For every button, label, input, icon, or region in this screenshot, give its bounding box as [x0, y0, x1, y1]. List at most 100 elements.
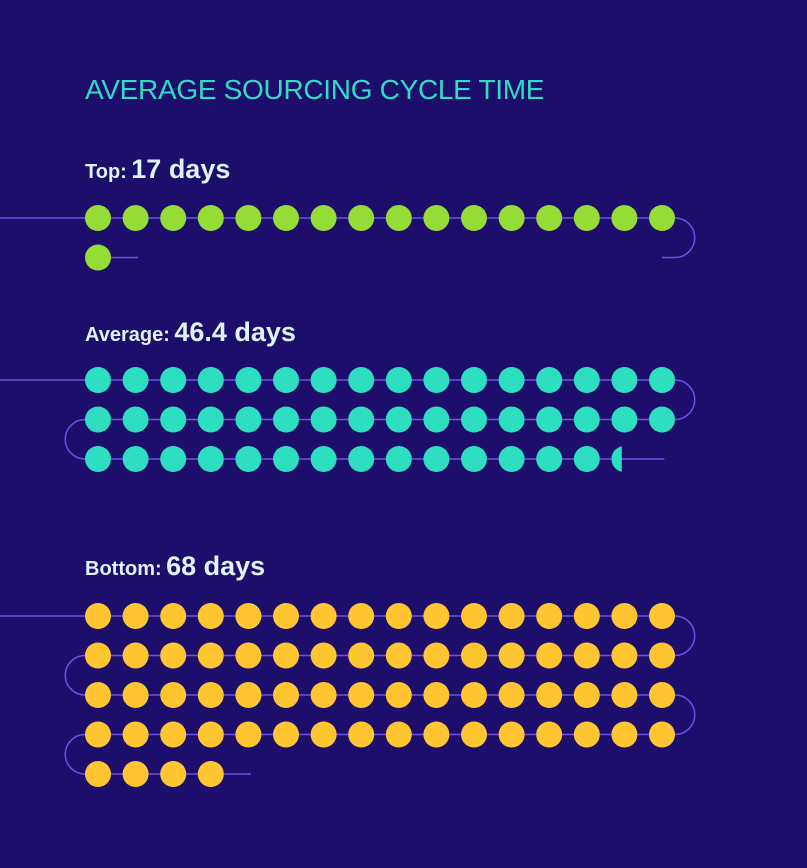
dot-average: [573, 446, 600, 472]
dot-average: [385, 446, 412, 472]
chart-title: AVERAGE SOURCING CYCLE TIME: [85, 74, 545, 105]
dot-bottom: [310, 721, 337, 748]
dot-top: [498, 205, 525, 231]
dot-average: [573, 406, 600, 433]
dot-average: [536, 367, 563, 393]
dot-bottom: [273, 682, 299, 708]
dot-top: [85, 205, 111, 231]
dot-bottom: [649, 721, 675, 748]
dot-bottom: [536, 721, 563, 748]
dot-average: [649, 367, 675, 393]
dot-bottom: [498, 682, 525, 708]
dot-top: [536, 205, 563, 231]
dot-average: [122, 367, 149, 393]
dot-bottom: [160, 642, 187, 669]
dot-bottom: [85, 682, 111, 708]
connector-turn-bottom: [64, 733, 98, 775]
dot-partial-average: [611, 446, 622, 472]
dot-bottom: [461, 603, 487, 629]
dot-bottom: [649, 642, 675, 669]
dot-average: [423, 446, 450, 472]
dot-average: [197, 367, 224, 393]
dot-bottom: [611, 721, 638, 748]
dot-bottom: [423, 682, 450, 708]
dot-bottom: [122, 761, 149, 787]
dot-top: [197, 205, 224, 231]
dot-average: [197, 446, 224, 472]
dot-average: [498, 367, 525, 393]
dot-average: [235, 406, 262, 433]
dot-bottom: [197, 761, 224, 787]
dot-bottom: [348, 721, 375, 748]
connector-turn-average: [662, 379, 696, 421]
dot-bottom: [122, 603, 149, 629]
dot-average: [348, 367, 375, 393]
dot-average: [536, 406, 563, 433]
dot-bottom: [160, 761, 187, 787]
dot-average: [385, 406, 412, 433]
dot-bottom: [461, 642, 487, 669]
series-label-top: Top: 17 days: [85, 154, 230, 185]
dot-bottom: [348, 642, 375, 669]
dot-average: [122, 406, 149, 433]
dot-bottom: [273, 642, 299, 669]
dot-bottom: [122, 721, 149, 748]
dot-bottom: [498, 642, 525, 669]
dot-bottom: [385, 603, 412, 629]
dot-average: [197, 406, 224, 433]
dot-bottom: [197, 642, 224, 669]
dot-bottom: [273, 721, 299, 748]
dot-bottom: [310, 682, 337, 708]
dot-average: [235, 367, 262, 393]
dot-average: [348, 406, 375, 433]
dot-average: [85, 406, 111, 433]
dot-bottom: [649, 603, 675, 629]
dot-bottom: [197, 603, 224, 629]
dot-average: [385, 367, 412, 393]
dot-average: [85, 367, 111, 393]
dot-bottom: [273, 603, 299, 629]
dot-top: [310, 205, 337, 231]
dot-bottom: [423, 721, 450, 748]
dot-average: [310, 406, 337, 433]
dot-bottom: [423, 603, 450, 629]
dot-bottom: [310, 642, 337, 669]
dot-average: [611, 406, 638, 433]
dot-bottom: [348, 603, 375, 629]
dot-bottom: [423, 642, 450, 669]
dot-bottom: [498, 721, 525, 748]
dot-average: [160, 406, 187, 433]
dot-average: [122, 446, 149, 472]
dot-average: [160, 446, 187, 472]
dot-bottom: [461, 682, 487, 708]
dot-average: [310, 446, 337, 472]
series-name-top: Top:: [85, 161, 127, 183]
dot-bottom: [160, 682, 187, 708]
dot-average: [273, 367, 299, 393]
dot-top: [385, 205, 412, 231]
dot-bottom: [85, 721, 111, 748]
dot-bottom: [122, 682, 149, 708]
dot-bottom: [573, 642, 600, 669]
connector-turn-average: [64, 418, 98, 460]
dot-average: [573, 367, 600, 393]
dot-bottom: [573, 721, 600, 748]
dot-bottom: [611, 642, 638, 669]
series-name-average: Average:: [85, 324, 170, 346]
dot-top: [573, 205, 600, 231]
connector-turn-bottom: [662, 694, 696, 736]
dot-average: [85, 446, 111, 472]
dot-bottom: [160, 603, 187, 629]
dot-bottom: [611, 682, 638, 708]
dot-bottom: [573, 682, 600, 708]
dot-bottom: [85, 603, 111, 629]
connector-turn-bottom: [64, 654, 98, 696]
dot-bottom: [235, 721, 262, 748]
dot-bottom: [611, 603, 638, 629]
dot-average: [461, 406, 487, 433]
connector-turn-bottom: [662, 615, 696, 657]
dot-average: [160, 367, 187, 393]
dot-top: [461, 205, 487, 231]
dot-top: [235, 205, 262, 231]
series-value-top: 17 days: [131, 154, 231, 184]
